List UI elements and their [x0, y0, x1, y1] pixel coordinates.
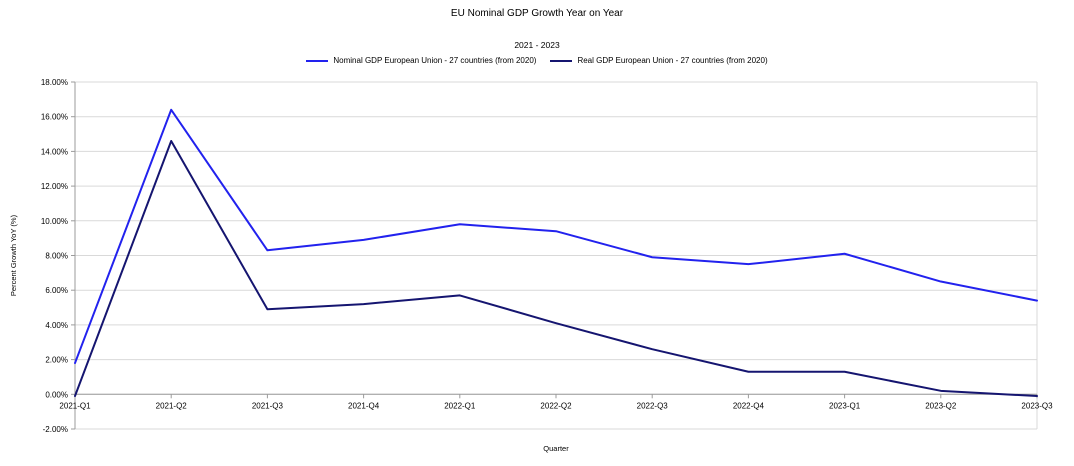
- x-tick-label: 2021-Q4: [348, 401, 380, 410]
- x-tick-label: 2021-Q3: [252, 401, 284, 410]
- y-tick-label: 10.00%: [41, 217, 68, 226]
- legend-item-nominal-gdp: Nominal GDP European Union - 27 countrie…: [306, 56, 536, 65]
- real-gdp-line-swatch-icon: [550, 59, 573, 62]
- y-tick-label: 6.00%: [45, 286, 68, 295]
- chart-subtitle: 2021 - 2023: [514, 40, 560, 50]
- y-tick-label: 8.00%: [45, 252, 68, 261]
- x-tick-label: 2022-Q1: [444, 401, 476, 410]
- x-tick-label: 2023-Q1: [829, 401, 861, 410]
- y-tick-label: 14.00%: [41, 147, 68, 156]
- y-tick-label: 4.00%: [45, 321, 68, 330]
- x-tick-label: 2022-Q4: [733, 401, 765, 410]
- y-tick-label: 2.00%: [45, 356, 68, 365]
- x-tick-label: 2022-Q2: [540, 401, 572, 410]
- x-tick-label: 2021-Q1: [59, 401, 91, 410]
- series-line-1: [74, 139, 1038, 398]
- y-tick-label: 18.00%: [41, 78, 68, 87]
- nominal-gdp-line-swatch-icon: [306, 59, 329, 62]
- legend-label-real-gdp: Real GDP European Union - 27 countries (…: [577, 56, 768, 65]
- series-line-0: [74, 108, 1038, 365]
- y-tick-label: -2.00%: [43, 425, 68, 434]
- x-tick-label: 2023-Q2: [925, 401, 957, 410]
- x-tick-label: 2022-Q3: [637, 401, 669, 410]
- y-tick-label: 12.00%: [41, 182, 68, 191]
- chart-title: EU Nominal GDP Growth Year on Year: [450, 8, 624, 19]
- x-tick-label: 2021-Q2: [156, 401, 188, 410]
- y-axis-title: Percent Growth YoY (%): [9, 214, 18, 296]
- y-tick-label: 16.00%: [41, 113, 68, 122]
- y-tick-label: 0.00%: [45, 390, 68, 399]
- chart-legend: Nominal GDP European Union - 27 countrie…: [0, 56, 1074, 65]
- legend-label-nominal-gdp: Nominal GDP European Union - 27 countrie…: [333, 56, 537, 65]
- legend-item-real-gdp: Real GDP European Union - 27 countries (…: [550, 56, 768, 65]
- x-tick-label: 2023-Q3: [1021, 401, 1053, 410]
- x-axis-title: Quarter: [543, 444, 569, 453]
